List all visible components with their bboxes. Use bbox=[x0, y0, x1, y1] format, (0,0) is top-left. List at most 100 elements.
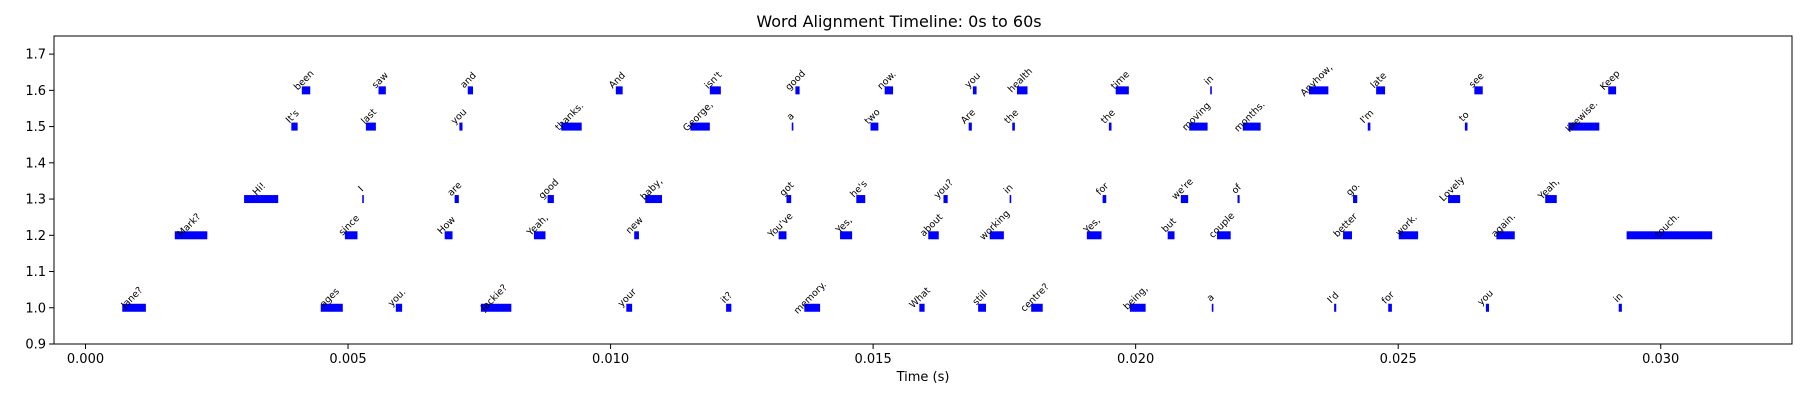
word-bar bbox=[645, 195, 663, 204]
word-bar bbox=[1009, 195, 1012, 204]
word-bar bbox=[778, 231, 787, 240]
y-tick-label: 0.9 bbox=[25, 338, 46, 353]
word-bar bbox=[856, 195, 866, 204]
y-axis: 0.9 1.0 1.1 1.2 1.3 1.4 1.5 1.6 1.7 bbox=[25, 48, 54, 353]
word-bar bbox=[1016, 86, 1028, 95]
word-bar bbox=[1388, 303, 1392, 312]
word-bar bbox=[291, 122, 298, 131]
word-bar bbox=[454, 195, 459, 204]
word-bar bbox=[1012, 122, 1015, 131]
word-bar bbox=[1115, 86, 1129, 95]
word-bar bbox=[1086, 231, 1102, 240]
word-bar bbox=[1485, 303, 1490, 312]
word-bar bbox=[547, 195, 554, 204]
word-bar bbox=[968, 122, 972, 131]
word-bar bbox=[365, 122, 376, 131]
word-bar bbox=[1608, 86, 1617, 95]
word-bar bbox=[480, 303, 512, 312]
word-bars bbox=[122, 86, 1713, 312]
word-label: a bbox=[785, 111, 797, 123]
word-bar bbox=[1217, 231, 1231, 240]
word-bar bbox=[1618, 303, 1622, 312]
x-tick-label: 0.015 bbox=[855, 352, 892, 367]
word-bar bbox=[1448, 195, 1461, 204]
word-bar bbox=[1180, 195, 1189, 204]
word-bar bbox=[1626, 231, 1713, 240]
word-bar bbox=[978, 303, 987, 312]
plot-frame bbox=[53, 35, 1793, 345]
word-bar bbox=[1496, 231, 1515, 240]
word-bar bbox=[1464, 122, 1468, 131]
word-bar bbox=[870, 122, 879, 131]
x-axis: 0.000 0.005 0.010 0.015 0.020 0.025 0.030 bbox=[67, 344, 1679, 367]
word-bar bbox=[174, 231, 208, 240]
word-bar bbox=[378, 86, 386, 95]
word-bar bbox=[989, 231, 1004, 240]
x-tick-label: 0.000 bbox=[67, 352, 104, 367]
word-label: a bbox=[1205, 292, 1217, 304]
word-bar bbox=[561, 122, 582, 131]
word-bar bbox=[1211, 303, 1214, 312]
word-bar bbox=[1545, 195, 1557, 204]
word-bar bbox=[320, 303, 343, 312]
word-bar bbox=[919, 303, 925, 312]
word-bar bbox=[626, 303, 633, 312]
word-bar bbox=[459, 122, 463, 131]
word-bar bbox=[1474, 86, 1483, 95]
word-bar bbox=[615, 86, 623, 95]
word-bar bbox=[884, 86, 894, 95]
word-bar bbox=[1398, 231, 1419, 240]
word-bar bbox=[1189, 122, 1208, 131]
x-tick-label: 0.005 bbox=[329, 352, 366, 367]
word-bar bbox=[1210, 86, 1212, 95]
word-bar bbox=[1237, 195, 1240, 204]
word-bar bbox=[1353, 195, 1358, 204]
word-bar bbox=[1102, 195, 1107, 204]
y-tick-label: 1.0 bbox=[25, 301, 46, 316]
y-tick-label: 1.3 bbox=[25, 193, 46, 208]
x-tick-label: 0.020 bbox=[1117, 352, 1154, 367]
word-bar bbox=[362, 195, 364, 204]
y-tick-label: 1.5 bbox=[25, 120, 46, 135]
y-tick-label: 1.7 bbox=[25, 48, 46, 63]
x-tick-label: 0.025 bbox=[1380, 352, 1417, 367]
x-tick-label: 0.030 bbox=[1642, 352, 1679, 367]
word-bar bbox=[972, 86, 977, 95]
word-bar bbox=[1129, 303, 1146, 312]
word-bar bbox=[726, 303, 732, 312]
word-label: I bbox=[356, 184, 366, 194]
word-bar bbox=[786, 195, 792, 204]
word-bar bbox=[244, 195, 279, 204]
word-bar bbox=[122, 303, 146, 312]
word-bar bbox=[1568, 122, 1600, 131]
y-tick-label: 1.1 bbox=[25, 265, 46, 280]
word-bar bbox=[1242, 122, 1261, 131]
word-bar bbox=[1376, 86, 1386, 95]
word-bar bbox=[709, 86, 721, 95]
word-bar bbox=[634, 231, 639, 240]
y-tick-label: 1.2 bbox=[25, 229, 46, 244]
word-bar bbox=[690, 122, 710, 131]
word-bar bbox=[467, 86, 474, 95]
word-bar bbox=[1367, 122, 1371, 131]
y-tick-label: 1.4 bbox=[25, 156, 46, 171]
word-bar bbox=[795, 86, 800, 95]
word-bar bbox=[1108, 122, 1112, 131]
word-bar bbox=[1167, 231, 1175, 240]
chart-title: Word Alignment Timeline: 0s to 60s bbox=[756, 12, 1041, 31]
word-bar bbox=[1031, 303, 1043, 312]
x-tick-label: 0.010 bbox=[592, 352, 629, 367]
x-axis-label: Time (s) bbox=[896, 370, 950, 385]
word-bar bbox=[928, 231, 939, 240]
word-bar bbox=[1308, 86, 1329, 95]
word-bar bbox=[444, 231, 453, 240]
word-bar bbox=[301, 86, 311, 95]
word-bar bbox=[395, 303, 403, 312]
word-bar bbox=[344, 231, 358, 240]
y-tick-label: 1.6 bbox=[25, 84, 46, 99]
word-bar bbox=[804, 303, 821, 312]
word-bar bbox=[791, 122, 794, 131]
word-bar bbox=[840, 231, 853, 240]
